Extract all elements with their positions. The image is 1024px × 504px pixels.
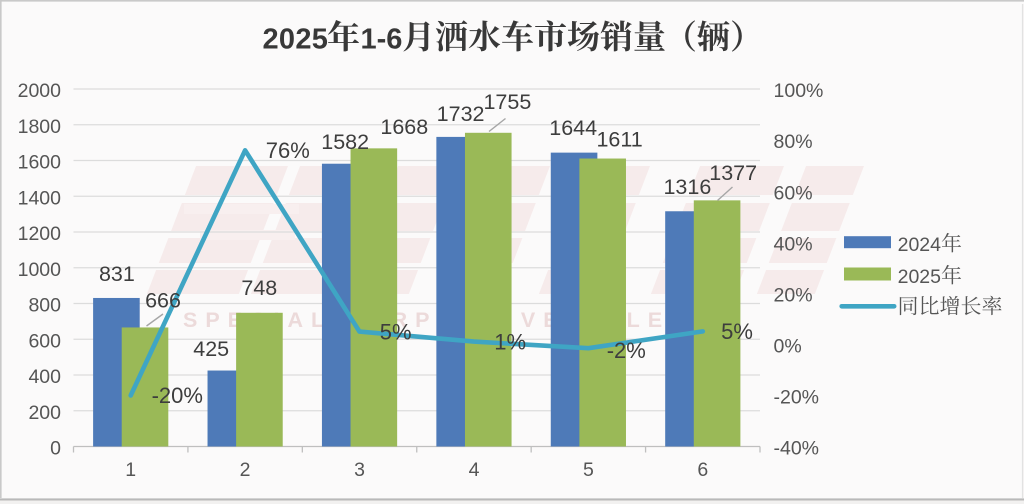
svg-text:100%: 100%: [774, 80, 824, 102]
svg-text:1800: 1800: [18, 116, 62, 138]
svg-text:400: 400: [28, 366, 61, 388]
svg-text:800: 800: [28, 295, 61, 317]
svg-text:5%: 5%: [380, 320, 412, 345]
svg-text:-40%: -40%: [774, 438, 820, 460]
svg-text:0: 0: [50, 438, 61, 460]
svg-text:80%: 80%: [774, 131, 813, 153]
svg-text:831: 831: [99, 262, 135, 286]
svg-text:1377: 1377: [709, 161, 757, 185]
svg-text:200: 200: [28, 402, 61, 424]
svg-text:-20%: -20%: [774, 387, 820, 409]
svg-text:600: 600: [28, 330, 61, 352]
svg-text:1000: 1000: [18, 259, 62, 281]
svg-text:2024: 2024: [898, 234, 942, 256]
svg-text:2000: 2000: [18, 80, 62, 102]
svg-text:2025: 2025: [898, 266, 942, 288]
svg-text:40%: 40%: [774, 233, 813, 255]
svg-text:5: 5: [583, 459, 594, 481]
svg-text:0%: 0%: [774, 336, 802, 358]
svg-text:1755: 1755: [483, 90, 531, 114]
svg-text:1644: 1644: [549, 116, 597, 140]
svg-text:1-6: 1-6: [361, 24, 403, 56]
svg-text:6: 6: [697, 459, 708, 481]
svg-text:1600: 1600: [18, 152, 62, 174]
svg-text:-2%: -2%: [607, 338, 646, 363]
svg-text:425: 425: [193, 337, 229, 361]
svg-text:5%: 5%: [721, 319, 753, 344]
svg-text:1%: 1%: [494, 330, 526, 355]
svg-text:1582: 1582: [321, 130, 369, 154]
svg-text:3: 3: [354, 459, 365, 481]
svg-text:1732: 1732: [437, 102, 485, 126]
svg-text:4: 4: [469, 459, 480, 481]
svg-text:748: 748: [241, 276, 277, 300]
svg-text:1200: 1200: [18, 223, 62, 245]
svg-text:20%: 20%: [774, 284, 813, 306]
svg-text:1: 1: [125, 459, 136, 481]
svg-text:1668: 1668: [380, 115, 428, 139]
svg-text:-20%: -20%: [152, 383, 203, 408]
svg-text:666: 666: [145, 288, 181, 312]
svg-text:1400: 1400: [18, 187, 62, 209]
svg-text:60%: 60%: [774, 182, 813, 204]
svg-text:2: 2: [240, 459, 251, 481]
svg-text:1316: 1316: [663, 175, 711, 199]
svg-text:1611: 1611: [596, 128, 642, 152]
svg-text:76%: 76%: [266, 138, 310, 163]
svg-text:2025: 2025: [263, 24, 329, 56]
